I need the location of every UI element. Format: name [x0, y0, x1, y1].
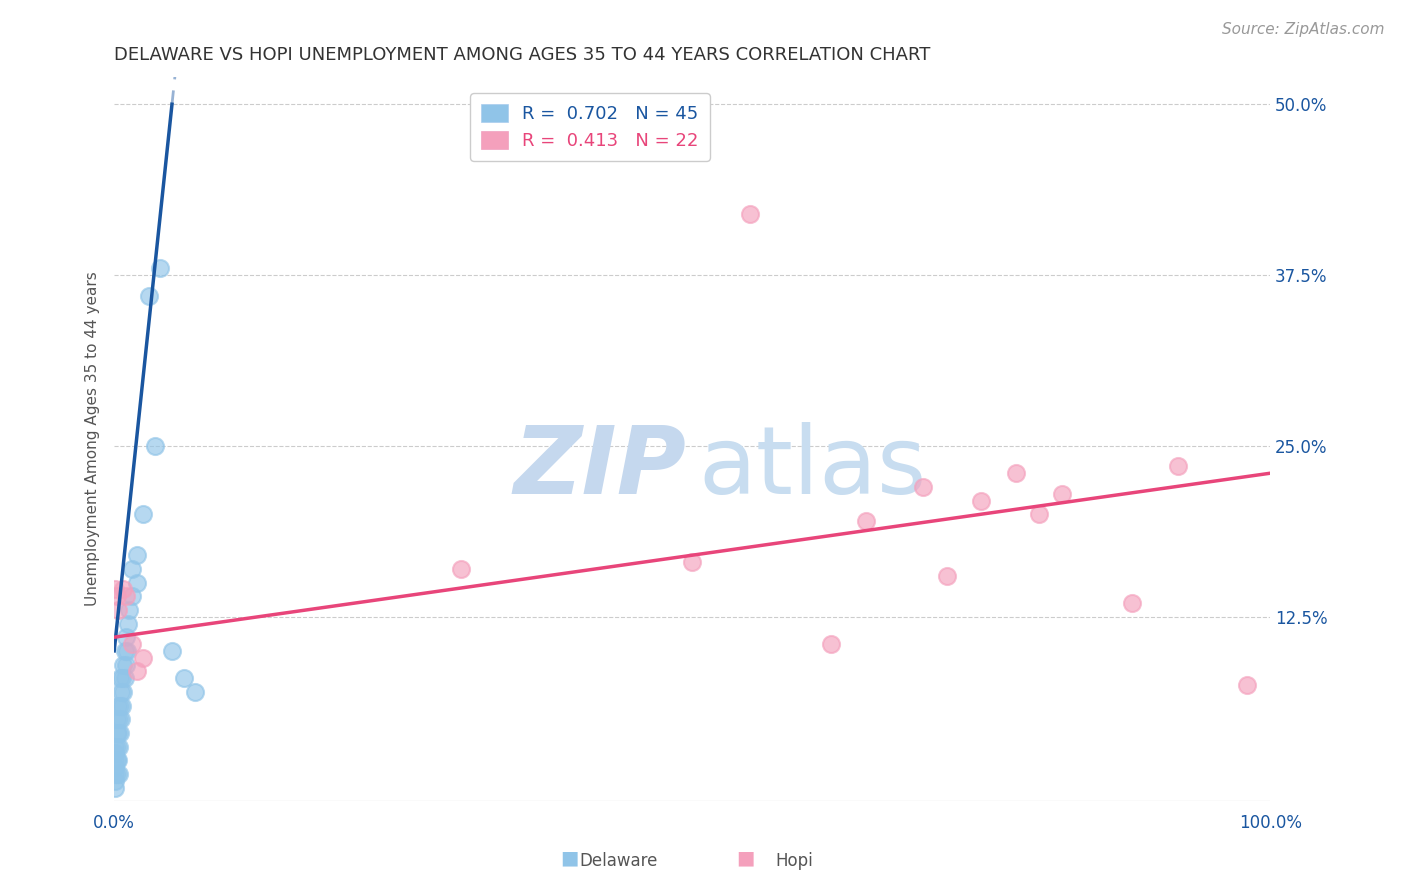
Point: [115, 644, 138, 658]
Point: [114, 630, 136, 644]
Point: [107, 698, 129, 713]
Point: [970, 493, 993, 508]
Text: Source: ZipAtlas.com: Source: ZipAtlas.com: [1222, 22, 1385, 37]
Point: [1050, 486, 1073, 500]
Point: [104, 773, 127, 788]
Point: [104, 767, 127, 781]
Point: [912, 480, 935, 494]
Point: [108, 712, 131, 726]
Point: [105, 589, 128, 603]
Point: [114, 671, 136, 685]
Point: [117, 616, 139, 631]
Point: [450, 562, 472, 576]
Point: [114, 657, 136, 672]
Text: ■: ■: [735, 848, 755, 867]
Point: [114, 589, 136, 603]
Point: [104, 780, 127, 795]
Point: [108, 726, 131, 740]
Point: [105, 739, 128, 754]
Point: [1028, 507, 1050, 521]
Point: [107, 726, 129, 740]
Point: [127, 575, 149, 590]
Point: [1167, 459, 1189, 474]
Point: [160, 644, 183, 658]
Point: [112, 582, 135, 597]
Text: Delaware: Delaware: [579, 852, 658, 870]
Text: DELAWARE VS HOPI UNEMPLOYMENT AMONG AGES 35 TO 44 YEARS CORRELATION CHART: DELAWARE VS HOPI UNEMPLOYMENT AMONG AGES…: [114, 46, 931, 64]
Point: [121, 637, 143, 651]
Point: [138, 288, 160, 302]
Text: atlas: atlas: [697, 422, 927, 514]
Point: [104, 753, 127, 767]
Point: [108, 698, 131, 713]
Point: [121, 589, 143, 603]
Point: [1236, 678, 1258, 692]
Point: [118, 603, 141, 617]
Point: [104, 582, 127, 597]
Point: [127, 665, 149, 679]
Text: ■: ■: [560, 848, 579, 867]
Point: [173, 671, 195, 685]
Point: [105, 712, 128, 726]
Point: [184, 685, 207, 699]
Point: [104, 760, 127, 774]
Point: [105, 726, 128, 740]
Point: [107, 603, 129, 617]
Point: [820, 637, 842, 651]
Point: [110, 685, 132, 699]
Point: [107, 753, 129, 767]
Text: ZIP: ZIP: [513, 422, 686, 514]
Text: Hopi: Hopi: [776, 852, 813, 870]
Point: [127, 548, 149, 562]
Point: [132, 650, 155, 665]
Point: [108, 739, 131, 754]
Point: [143, 439, 166, 453]
Point: [112, 657, 135, 672]
Point: [111, 698, 134, 713]
Point: [1121, 596, 1143, 610]
Point: [681, 555, 703, 569]
Point: [112, 685, 135, 699]
Point: [935, 568, 957, 582]
Point: [104, 747, 127, 761]
Point: [738, 206, 761, 220]
Point: [108, 767, 131, 781]
Point: [108, 671, 131, 685]
Y-axis label: Unemployment Among Ages 35 to 44 years: Unemployment Among Ages 35 to 44 years: [86, 272, 100, 607]
Point: [110, 712, 132, 726]
Point: [1005, 467, 1028, 481]
Point: [104, 739, 127, 754]
Point: [111, 671, 134, 685]
Point: [121, 562, 143, 576]
Point: [855, 514, 877, 528]
Point: [114, 644, 136, 658]
Legend: R =  0.702   N = 45, R =  0.413   N = 22: R = 0.702 N = 45, R = 0.413 N = 22: [470, 93, 710, 161]
Point: [149, 261, 172, 276]
Point: [105, 753, 128, 767]
Point: [132, 507, 155, 521]
Point: [105, 767, 128, 781]
